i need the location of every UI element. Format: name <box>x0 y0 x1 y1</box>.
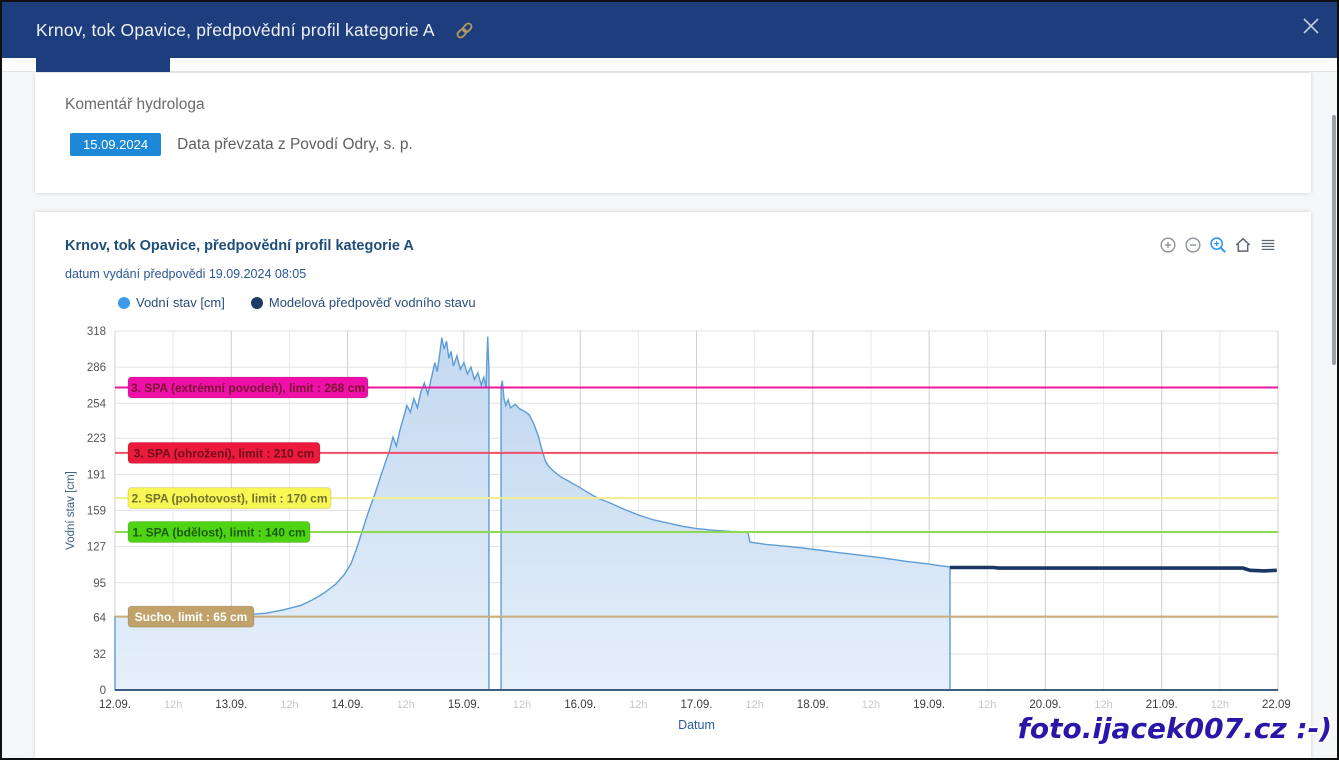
photo-watermark: foto.ijacek007.cz :-) <box>1017 712 1332 745</box>
threshold-badge-label: 3. SPA (ohrožení), limit : 210 cm <box>134 446 315 460</box>
threshold-badges: 3. SPA (extrémní povodeň), limit : 268 c… <box>127 376 369 628</box>
threshold-badge <box>127 487 332 510</box>
x-tick-label: 12h <box>862 699 880 711</box>
x-tick-label: 12h <box>513 699 531 711</box>
observed-area-series <box>114 336 951 691</box>
x-tick-label: 12h <box>629 699 647 711</box>
menu-icon[interactable] <box>1259 236 1277 254</box>
x-tick-label: 12h <box>164 699 182 711</box>
threshold-badge <box>127 520 311 543</box>
threshold-badge <box>127 605 255 628</box>
comment-heading: Komentář hydrologa <box>65 96 205 113</box>
comment-row: 15.09.2024 Data převzata z Povodí Odry, … <box>70 133 413 156</box>
threshold-badge-label: Sucho, limit : 65 cm <box>135 610 248 624</box>
zoom-out-icon[interactable] <box>1184 236 1202 254</box>
chart-toolbar <box>1159 236 1277 254</box>
comment-card: Komentář hydrologa 15.09.2024 Data převz… <box>35 73 1311 193</box>
legend-label: Modelová předpověď vodního stavu <box>268 295 476 310</box>
threshold-badge <box>127 376 369 399</box>
x-tick-label: 14.09. <box>332 699 364 711</box>
y-tick-label: 318 <box>87 326 106 338</box>
x-tick-label: 22.09. <box>1262 699 1290 711</box>
y-tick-label: 223 <box>87 433 106 445</box>
water-level-chart[interactable]: 3. SPA (extrémní povodeň), limit : 268 c… <box>60 325 1290 745</box>
y-tick-label: 64 <box>93 613 106 625</box>
y-tick-label: 254 <box>87 398 107 410</box>
threshold-badge-label: 1. SPA (bdělost), limit : 140 cm <box>132 525 305 539</box>
x-tick-label: 18.09. <box>797 699 829 711</box>
y-axis-title: Vodní stav [cm] <box>65 471 77 550</box>
legend-label: Vodní stav [cm] <box>136 295 225 310</box>
x-tick-label: 12h <box>745 699 763 711</box>
modal-header: Krnov, tok Opavice, předpovědní profil k… <box>2 2 1337 58</box>
y-tick-label: 191 <box>87 469 106 481</box>
x-tick-label: 15.09. <box>448 699 480 711</box>
observed-series-dot <box>118 296 130 309</box>
legend-item-observed[interactable]: Vodní stav [cm] <box>118 295 225 310</box>
threshold-badge <box>127 441 321 464</box>
x-tick-label: 20.09. <box>1029 699 1061 711</box>
x-tick-label: 12h <box>1094 699 1112 711</box>
active-tab-fragment[interactable] <box>36 58 170 72</box>
x-tick-label: 17.09. <box>681 699 713 711</box>
x-tick-label: 19.09. <box>913 699 945 711</box>
chart-card: Krnov, tok Opavice, předpovědní profil k… <box>35 212 1311 760</box>
vertical-scrollbar[interactable] <box>1332 115 1336 365</box>
x-tick-label: 21.09. <box>1146 699 1178 711</box>
y-tick-labels: 0 32 64 95 127 159 191 223 254 286 318 <box>87 326 107 697</box>
x-tick-label: 12h <box>1211 699 1229 711</box>
home-icon[interactable] <box>1234 236 1252 254</box>
tab-strip <box>2 58 1337 72</box>
modal-title: Krnov, tok Opavice, předpovědní profil k… <box>36 19 435 40</box>
x-tick-label: 16.09. <box>564 699 596 711</box>
chart-subtitle: datum vydání předpovědi 19.09.2024 08:05 <box>65 267 307 281</box>
x-tick-label: 12.09. <box>99 699 131 711</box>
y-tick-label: 159 <box>87 506 106 518</box>
close-icon[interactable] <box>1299 14 1323 38</box>
forecast-series-dot <box>250 296 263 309</box>
y-tick-label: 127 <box>87 542 106 554</box>
zoom-in-icon[interactable] <box>1159 236 1177 254</box>
y-tick-label: 95 <box>93 578 106 590</box>
x-tick-label: 12h <box>280 699 298 711</box>
y-tick-label: 0 <box>100 685 106 697</box>
comment-date-badge: 15.09.2024 <box>70 133 162 156</box>
legend-item-forecast[interactable]: Modelová předpověď vodního stavu <box>250 295 476 310</box>
x-tick-label: 12h <box>978 699 996 711</box>
comment-text: Data převzata z Povodí Odry, s. p. <box>177 135 413 153</box>
y-tick-label: 32 <box>93 649 106 661</box>
forecast-line-series <box>950 565 1277 573</box>
permalink-icon[interactable] <box>453 19 476 42</box>
threshold-badge-label: 2. SPA (pohotovost), limit : 170 cm <box>131 492 327 506</box>
x-tick-labels: 12.09. 12h 13.09. 12h 14.09. 12h 15.09. 12h 16.0… <box>99 699 1290 711</box>
x-tick-label: 12h <box>397 699 415 711</box>
threshold-badge-label: 3. SPA (extrémní povodeň), limit : 268 c… <box>131 381 365 395</box>
x-tick-label: 13.09. <box>215 699 247 711</box>
x-axis-title: Datum <box>678 718 715 732</box>
box-zoom-icon[interactable] <box>1209 236 1227 254</box>
chart-title: Krnov, tok Opavice, předpovědní profil k… <box>65 238 414 254</box>
chart-legend: Vodní stav [cm] Modelová předpověď vodní… <box>118 295 476 310</box>
y-tick-label: 286 <box>87 362 106 374</box>
